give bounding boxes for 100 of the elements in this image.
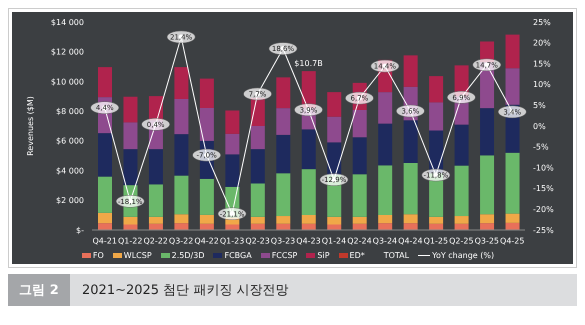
bar [148,184,163,217]
bar [98,67,112,98]
y2-tick-label: 5% [533,101,546,110]
legend-label: 2.5D/3D [170,250,204,260]
bar [174,214,188,224]
bar [327,116,342,142]
text: TOTAL [384,250,410,260]
bar [506,68,520,105]
bar [480,108,494,156]
y2-tick-label: 25% [533,18,552,27]
bar [429,216,444,224]
bar [506,214,520,223]
bar [378,124,392,166]
legend-label: FCBGA [223,250,252,260]
y2-tick-label: 10% [533,80,552,90]
x-tick-label: Q1-24 [322,236,346,246]
bar [276,173,290,216]
bar [378,214,392,224]
legend-label: ED* [348,250,365,260]
y-axis-title: Revenues ($M) [26,96,35,156]
bar [98,176,112,213]
bar [352,216,367,224]
bar [250,183,265,217]
bar [378,165,392,215]
y-tick-label: $6 000 [56,136,84,146]
caption: 그림 2 [8,274,70,306]
x-tick-label: Q4-22 [194,236,219,246]
bar [123,122,138,150]
y2-tick-label: -5% [533,142,549,152]
bar [327,216,342,225]
bar [302,169,316,215]
bar [352,137,367,174]
bar [480,214,494,224]
bar [352,110,367,138]
bar [429,76,444,102]
bar [174,223,188,230]
bar [327,224,342,230]
x-tick-label: Q3-23 [270,236,296,246]
bar [276,77,290,108]
y2-tick-label: 20% [533,38,552,48]
bar [200,78,214,108]
x-tick-label: Q4-21 [92,236,117,246]
bar [404,223,418,230]
bar [123,224,138,230]
y2-tick-label: 15% [533,59,552,68]
bar [404,55,418,87]
bar [404,162,418,214]
y2-tick-label: -10% [533,163,554,172]
bar [200,108,214,141]
bar [429,102,444,130]
y-tick-label: $- [76,226,84,235]
annotation: $10.7B [294,59,323,68]
bar [98,223,112,230]
bar [404,120,418,163]
bar [454,124,469,166]
bar [174,176,188,214]
bar [123,96,138,122]
bar [404,214,418,224]
bar [174,134,188,176]
bar [148,149,163,184]
legend-label: FO [92,250,104,260]
bar [276,216,290,224]
y-tick-label: $8 000 [56,106,84,116]
bar [352,174,367,217]
legend-label: FCCSP [270,250,298,260]
y-tick-label: $12 000 [50,48,84,57]
legend-label: SiP [316,250,330,260]
y2-tick-label: -25% [533,226,554,235]
text: 2021~2025 첨단 패키징 시장전망 [70,274,577,306]
y2-tick-label: -15% [533,184,554,194]
y-tick-label: $2 000 [56,196,84,206]
x-tick-label: Q1-23 [220,236,244,246]
bar [174,98,188,134]
bar [123,216,138,225]
x-tick-label: Q1-25 [424,236,448,246]
bar [98,212,112,224]
bar [200,214,214,224]
bar [302,129,316,170]
x-tick-label: Q3-22 [168,236,194,246]
bar [98,133,112,177]
x-tick-label: Q2-23 [245,236,270,246]
bar [378,92,392,124]
bar [276,108,290,135]
x-tick-label: Q3-25 [474,236,500,246]
x-tick-label: Q2-22 [143,236,168,246]
y-tick-label: $14 000 [50,18,84,27]
bar [250,126,265,150]
bar [378,223,392,230]
bar [506,222,520,230]
legend-label: YoY change (%) [431,250,494,260]
bar [250,149,265,184]
bar [225,134,240,154]
x-tick-label: Q1-22 [118,236,142,246]
bar [250,216,265,224]
bar [225,110,240,134]
x-tick-label: Q4-25 [500,236,524,246]
bar [480,223,494,230]
bar [454,216,469,224]
x-tick-label: Q4-23 [296,236,321,246]
x-tick-label: Q2-24 [347,236,372,246]
